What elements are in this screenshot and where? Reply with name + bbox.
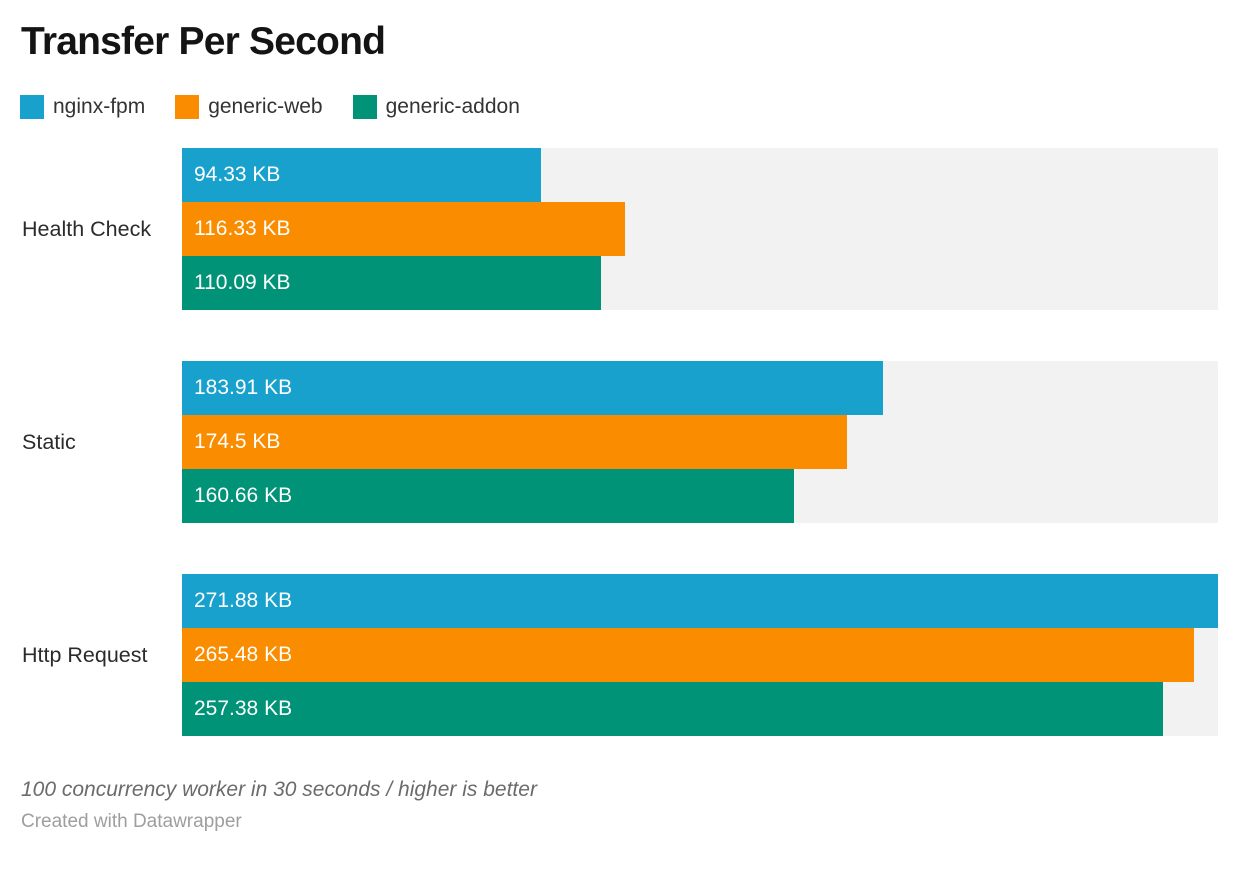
- bar-value-label: 271.88 KB: [194, 589, 293, 612]
- category-label: Http Request: [22, 642, 148, 667]
- legend-swatch-icon: [20, 95, 44, 119]
- bar-track-group: 271.88 KB 265.48 KB 257.38 KB: [182, 574, 1218, 736]
- bar-track-group: 94.33 KB 116.33 KB 110.09 KB: [182, 148, 1218, 310]
- chart-title: Transfer Per Second: [21, 20, 386, 63]
- bar-row: 183.91 KB: [182, 361, 1218, 415]
- bar-value-label: 160.66 KB: [194, 484, 293, 507]
- bar-generic-web: 174.5 KB: [182, 415, 847, 469]
- datawrapper-credit-link[interactable]: Created with Datawrapper: [21, 811, 242, 832]
- bar-value-label: 110.09 KB: [194, 271, 291, 294]
- bar-row: 110.09 KB: [182, 256, 1218, 310]
- bar-value-label: 257.38 KB: [194, 697, 293, 720]
- bar-nginx-fpm: 94.33 KB: [182, 148, 542, 202]
- bar-group: Static 183.91 KB 174.5 KB 160.66 KB: [0, 361, 1240, 523]
- legend-item-generic-web: generic-web: [175, 95, 323, 119]
- bar-chart: Health Check 94.33 KB 116.33 KB 110.09 KB St…: [0, 148, 1240, 736]
- legend-item-nginx-fpm: nginx-fpm: [20, 95, 145, 119]
- bar-track-group: 183.91 KB 174.5 KB 160.66 KB: [182, 361, 1218, 523]
- legend-label: generic-addon: [385, 95, 520, 118]
- legend-item-generic-addon: generic-addon: [352, 95, 520, 119]
- legend: nginx-fpm generic-web generic-addon: [20, 95, 1240, 119]
- bar-generic-web: 265.48 KB: [182, 628, 1194, 682]
- bar-group: Health Check 94.33 KB 116.33 KB 110.09 KB: [0, 148, 1240, 310]
- bar-generic-web: 116.33 KB: [182, 202, 626, 256]
- chart-note: 100 concurrency worker in 30 seconds / h…: [21, 778, 537, 801]
- bar-row: 271.88 KB: [182, 574, 1218, 628]
- bar-row: 174.5 KB: [182, 415, 1218, 469]
- bar-generic-addon: 257.38 KB: [182, 682, 1163, 736]
- bar-row: 94.33 KB: [182, 148, 1218, 202]
- bar-generic-addon: 110.09 KB: [182, 256, 602, 310]
- bar-nginx-fpm: 271.88 KB: [182, 574, 1218, 628]
- bar-generic-addon: 160.66 KB: [182, 469, 795, 523]
- category-label: Static: [22, 429, 76, 454]
- bar-row: 257.38 KB: [182, 682, 1218, 736]
- bar-group: Http Request 271.88 KB 265.48 KB 257.38 KB: [0, 574, 1240, 736]
- bar-value-label: 174.5 KB: [194, 430, 281, 453]
- bar-value-label: 94.33 KB: [194, 163, 281, 186]
- bar-row: 116.33 KB: [182, 202, 1218, 256]
- bar-row: 265.48 KB: [182, 628, 1218, 682]
- bar-row: 160.66 KB: [182, 469, 1218, 523]
- legend-swatch-icon: [352, 95, 377, 119]
- bar-value-label: 116.33 KB: [194, 217, 291, 240]
- bar-value-label: 265.48 KB: [194, 643, 293, 666]
- legend-swatch-icon: [175, 95, 200, 119]
- legend-label: generic-web: [208, 95, 323, 118]
- category-label: Health Check: [22, 216, 152, 241]
- legend-label: nginx-fpm: [53, 95, 146, 118]
- bar-nginx-fpm: 183.91 KB: [182, 361, 883, 415]
- bar-value-label: 183.91 KB: [194, 376, 293, 399]
